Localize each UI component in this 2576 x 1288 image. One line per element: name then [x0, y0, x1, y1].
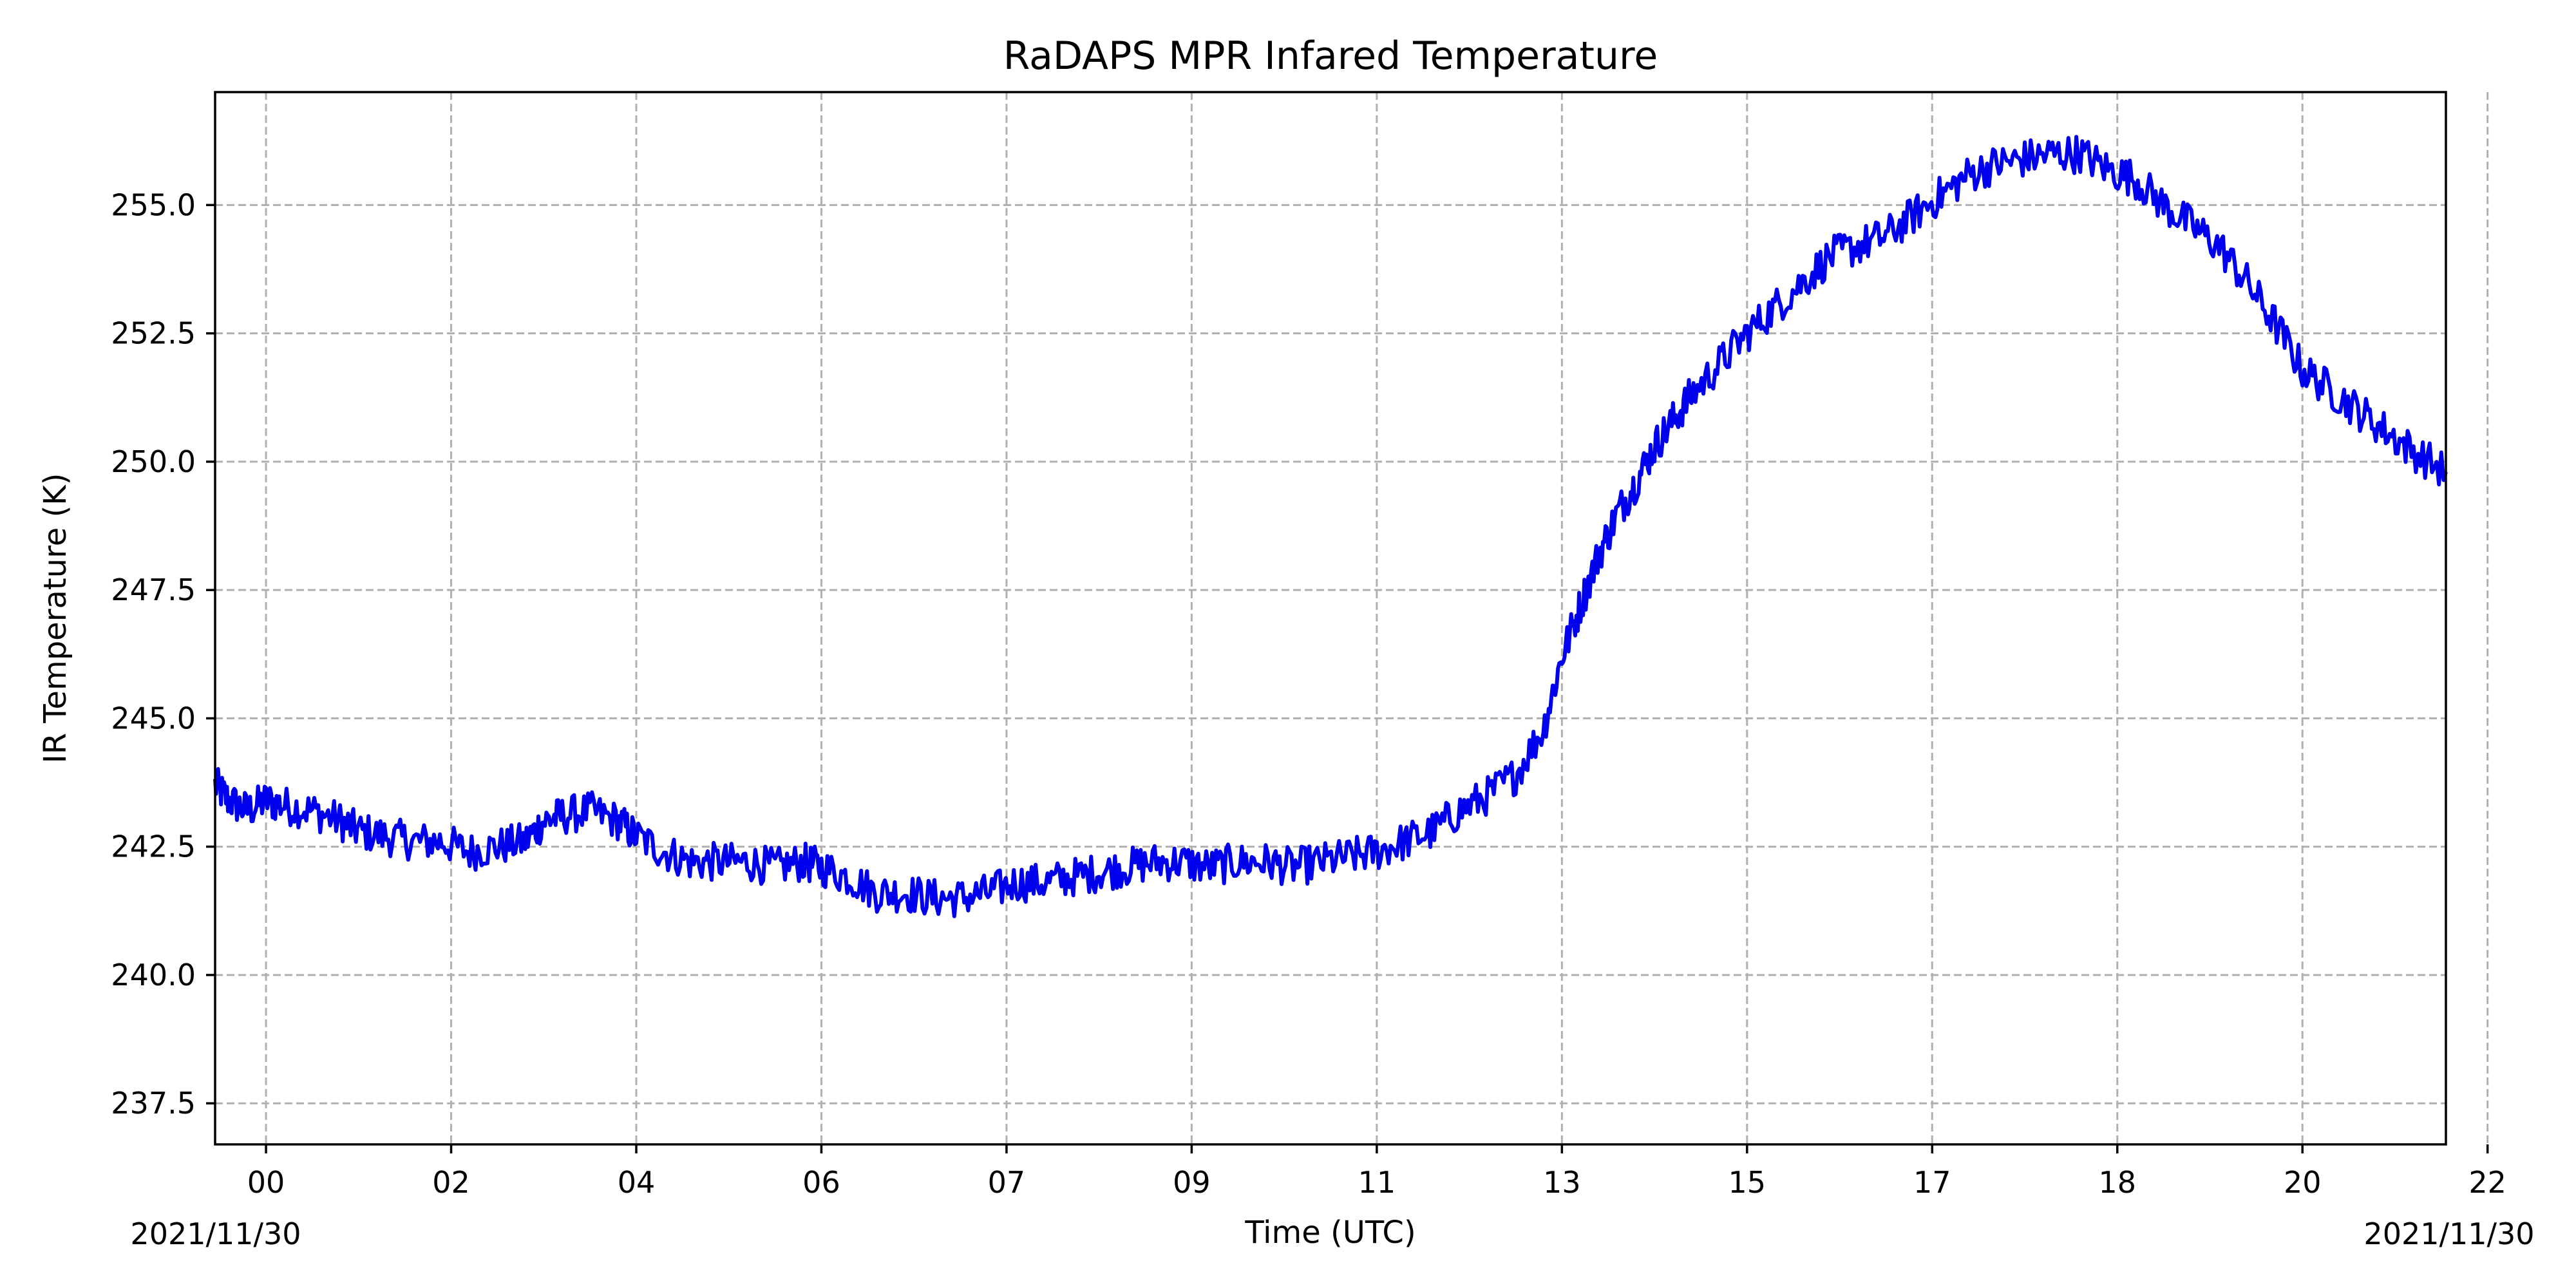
y-tick-label: 237.5: [111, 1086, 196, 1121]
y-tick-label: 240.0: [111, 958, 196, 992]
x-tick-label: 18: [2098, 1165, 2136, 1200]
y-tick-label: 252.5: [111, 316, 196, 351]
x-tick-label: 15: [1728, 1165, 1766, 1200]
y-axis-title: IR Temperature (K): [37, 473, 73, 763]
x-axis: 00 02 04 06 07 09 11 13 15 17 18 20 22: [247, 1144, 2506, 1200]
y-axis: 237.5 240.0 242.5 245.0 247.5 250.0 252.5 255.0: [111, 187, 215, 1121]
x-tick-label: 11: [1358, 1165, 1396, 1200]
x-tick-label: 13: [1543, 1165, 1581, 1200]
y-tick-label: 242.5: [111, 829, 196, 864]
x-tick-label: 17: [1913, 1165, 1951, 1200]
x-tick-label: 00: [247, 1165, 285, 1200]
y-tick-label: 245.0: [111, 701, 196, 735]
x-tick-label: 09: [1173, 1165, 1211, 1200]
x-axis-title: Time (UTC): [1244, 1215, 1416, 1251]
x-tick-label: 20: [2284, 1165, 2322, 1200]
y-tick-label: 255.0: [111, 187, 196, 222]
date-label-left: 2021/11/30: [130, 1217, 301, 1251]
series-line: [213, 135, 2448, 918]
chart-title: RaDAPS MPR Infared Temperature: [1003, 33, 1658, 79]
date-label-right: 2021/11/30: [2363, 1217, 2534, 1251]
x-tick-label: 02: [432, 1165, 470, 1200]
y-tick-label: 247.5: [111, 573, 196, 607]
x-tick-label: 04: [618, 1165, 656, 1200]
x-tick-label: 07: [988, 1165, 1026, 1200]
x-tick-label: 06: [802, 1165, 840, 1200]
plot-frame: [214, 91, 2447, 1146]
y-tick-label: 250.0: [111, 444, 196, 479]
x-tick-label: 22: [2468, 1165, 2506, 1200]
series-layer: [213, 135, 2448, 918]
grid: [215, 92, 2489, 1144]
